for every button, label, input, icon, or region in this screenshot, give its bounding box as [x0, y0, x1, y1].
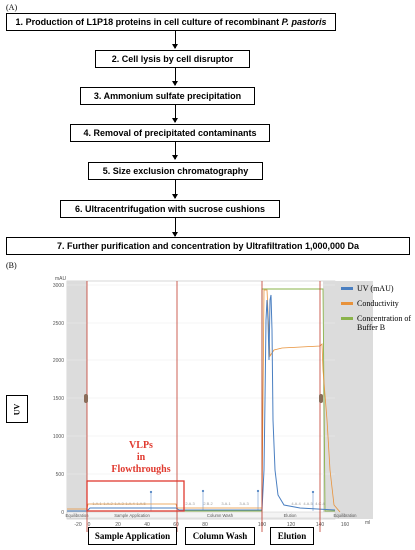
- phase-label-sample-application: Sample Application: [114, 513, 150, 518]
- equilibration-shade-left: [67, 281, 87, 519]
- step-2-text: 2. Cell lysis by cell disruptor: [111, 54, 234, 64]
- x-tick-label: 60: [173, 522, 179, 528]
- x-tick-label: 0: [88, 522, 91, 528]
- legend-swatch-buffer-b: [341, 317, 353, 320]
- panel-b-label: (B): [6, 261, 17, 270]
- phase-label-equilibration-end: Equilibration: [333, 513, 357, 518]
- step-7-box: 7. Further purification and concentratio…: [6, 237, 410, 255]
- y-axis-label-box: UV: [6, 395, 28, 423]
- legend-swatch-conductivity: [341, 302, 353, 305]
- bottom-label-column-wash: Column Wash: [185, 527, 255, 545]
- arrow-1: [172, 31, 178, 49]
- right-handle: [319, 394, 323, 403]
- gridlines: [67, 284, 335, 475]
- step-4-box: 4. Removal of precipitated contaminants: [70, 124, 270, 142]
- arrow-3: [172, 105, 178, 123]
- vlp-line-3: Flowthroughs: [111, 464, 171, 475]
- vlp-line-1: VLPs: [129, 440, 153, 451]
- step-6-text: 6. Ultracentrifugation with sucrose cush…: [74, 204, 266, 214]
- phase-label-equilibration: Equilibration: [65, 513, 89, 518]
- x-tick-label: 80: [202, 522, 208, 528]
- x-tick-label: 120: [287, 522, 296, 528]
- fraction-label: 1.A.4: [125, 501, 135, 506]
- step-3-box: 3. Ammonium sulfate precipitation: [80, 87, 255, 105]
- bottom-label-sample-application: Sample Application: [88, 527, 177, 545]
- fraction-label: 4.A.5: [303, 501, 313, 506]
- step-6-box: 6. Ultracentrifugation with sucrose cush…: [60, 200, 280, 218]
- y-tick-label: 1500: [53, 396, 64, 402]
- fraction-label: 1.A.1: [92, 501, 102, 506]
- phase-label-column-wash: Column Wash: [207, 513, 234, 518]
- arrow-6: [172, 218, 178, 237]
- fraction-label: 2.A.3: [185, 501, 195, 506]
- step-2-box: 2. Cell lysis by cell disruptor: [95, 50, 250, 68]
- step-5-text: 5. Size exclusion chromatography: [102, 166, 249, 176]
- left-handle: [84, 394, 88, 403]
- step-7-text: 7. Further purification and concentratio…: [56, 241, 360, 251]
- y-tick-label: 1000: [53, 434, 64, 440]
- arrow-5: [172, 180, 178, 199]
- step-5-box: 5. Size exclusion chromatography: [88, 162, 263, 180]
- legend-label-buffer-b: Concentration of Buffer B: [357, 314, 411, 332]
- fraction-label: 3.A.1: [221, 501, 231, 506]
- bottom-label-elution: Elution: [270, 527, 314, 545]
- step-1-box: 1. Production of L1P18 proteins in cell …: [6, 13, 336, 31]
- x-tick-label: 40: [144, 522, 150, 528]
- chromatogram-chart: mAU 3000 2500 2000 1500 1000 500 0 -20 0…: [53, 276, 373, 532]
- fraction-label: 3.A.3: [239, 501, 249, 506]
- step-1-text: 1. Production of L1P18 proteins in cell …: [15, 17, 327, 27]
- vlp-highlight-box: [86, 480, 185, 512]
- fraction-label: 1.A.5: [136, 501, 146, 506]
- y-tick-label: 2000: [53, 358, 64, 364]
- vlp-annotation: VLPs in Flowthroughs: [96, 440, 186, 476]
- arrow-2: [172, 68, 178, 86]
- y-unit-label: mAU: [55, 276, 67, 282]
- y-tick-label: 0: [61, 510, 64, 516]
- x-unit-label: ml: [365, 520, 370, 526]
- fraction-label: 2.B.2: [203, 501, 213, 506]
- legend-label-uv: UV (mAU): [357, 284, 394, 293]
- legend-swatch-uv: [341, 287, 353, 290]
- step-3-text: 3. Ammonium sulfate precipitation: [93, 91, 242, 101]
- fraction-label: 4.A.4: [291, 501, 301, 506]
- legend-label-conductivity: Conductivity: [357, 299, 399, 308]
- fraction-label: 1.A.3: [114, 501, 124, 506]
- y-tick-label: 500: [56, 472, 65, 478]
- step-4-text: 4. Removal of precipitated contaminants: [83, 128, 257, 138]
- y-tick-label: 3000: [53, 283, 64, 289]
- buffer-b-line: [67, 288, 335, 512]
- y-tick-label: 2500: [53, 321, 64, 327]
- panel-a-label: (A): [6, 3, 18, 12]
- x-tick-label: -20: [74, 522, 81, 528]
- fraction-label: 1.A.2: [103, 501, 113, 506]
- arrow-4: [172, 142, 178, 160]
- vlp-line-2: in: [136, 452, 146, 463]
- phase-label-elution: Elution: [284, 513, 297, 518]
- plot-area: [66, 280, 336, 520]
- x-tick-label: 20: [115, 522, 121, 528]
- x-tick-label: 160: [341, 522, 350, 528]
